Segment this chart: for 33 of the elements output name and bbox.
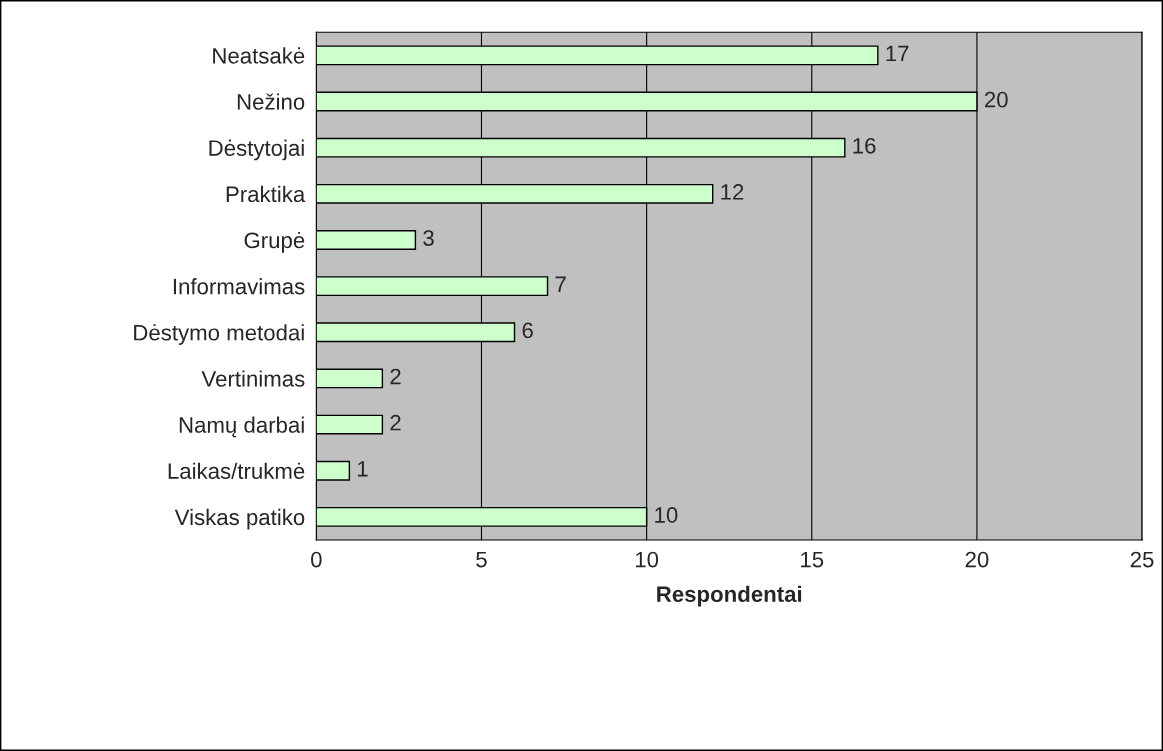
x-axis-title: Respondentai	[657, 585, 802, 607]
y-tick-label: Nežino	[237, 93, 305, 110]
x-tick-label: 10	[635, 551, 659, 568]
data-label: 1	[358, 461, 368, 477]
x-tick-label: 15	[801, 551, 824, 568]
bar	[316, 460, 351, 481]
x-tick-label: 20	[965, 551, 989, 568]
x-tick-label: 5	[476, 551, 487, 568]
y-tick-label: Dėstymo metodai	[134, 324, 304, 345]
y-tick-label: Viskas patiko	[174, 508, 305, 530]
bar	[316, 230, 417, 250]
data-label: 12	[721, 184, 744, 200]
y-tick-label: Grupė	[244, 231, 305, 253]
y-tick-label: Neatsakė	[213, 47, 305, 64]
data-label: 17	[886, 45, 909, 62]
y-tick-label: Namų darbai	[179, 416, 304, 438]
data-label: 16	[853, 137, 876, 154]
data-label: 10	[655, 507, 678, 523]
data-label: 2	[390, 368, 401, 385]
data-label: 6	[522, 322, 533, 339]
bar	[316, 414, 384, 435]
bar	[316, 368, 384, 389]
data-label: 2	[390, 414, 401, 431]
y-tick-label: Laikas/trukmė	[168, 462, 305, 480]
x-tick-label: 0	[311, 551, 322, 568]
y-tick-label: Vertinimas	[201, 370, 305, 387]
data-label: 3	[423, 230, 434, 246]
data-label: 20	[984, 91, 1008, 108]
y-tick-label: Informavimas	[173, 278, 305, 295]
y-tick-label: Dėstytojai	[209, 139, 304, 161]
data-label: 7	[555, 276, 566, 292]
y-tick-label: Praktika	[226, 185, 306, 203]
x-tick-label: 25	[1130, 551, 1154, 568]
